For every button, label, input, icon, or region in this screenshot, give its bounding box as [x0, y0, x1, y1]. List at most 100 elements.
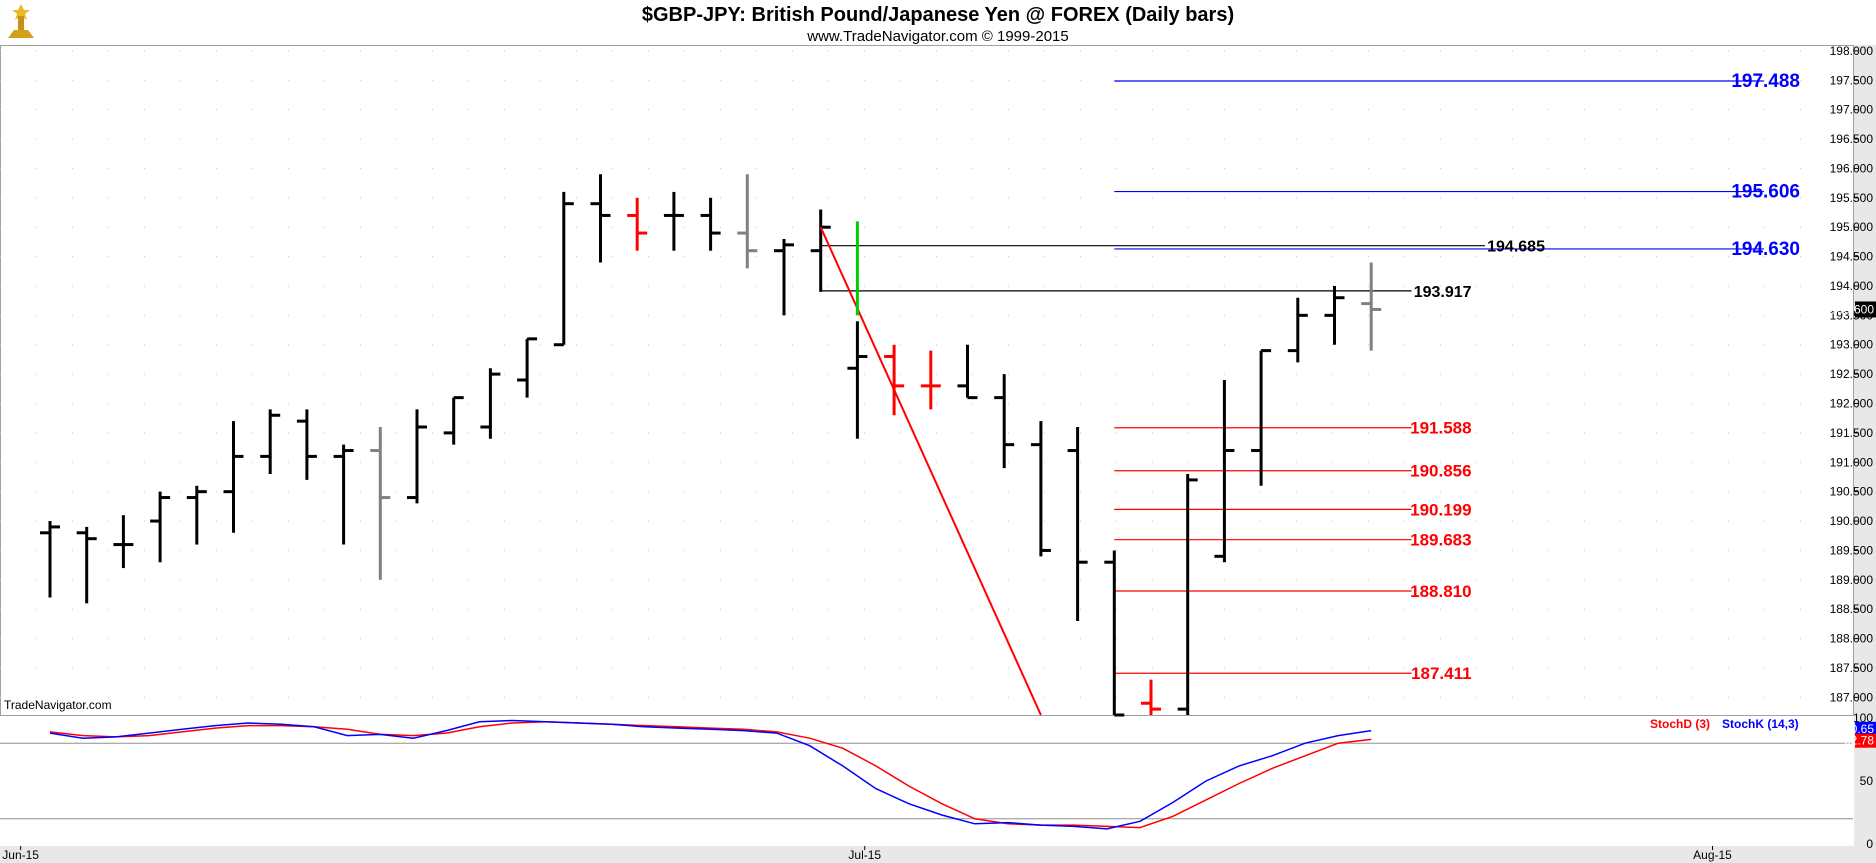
- y-tick-label: 187.500: [1830, 661, 1874, 675]
- y-tick-label: 194.500: [1830, 250, 1874, 264]
- ohlc-bar: [1067, 427, 1088, 621]
- ohlc-bar: [1214, 380, 1235, 563]
- last-price-label: 193.600: [1831, 302, 1875, 316]
- ohlc-bar: [186, 485, 207, 545]
- ohlc-bar: [1287, 297, 1308, 363]
- ohlc-bar: [737, 174, 758, 269]
- ohlc-bar: [1361, 262, 1382, 351]
- y-tick-label: 187.000: [1830, 690, 1874, 704]
- stoch-y-label: 100: [1853, 711, 1873, 725]
- ohlc-bar: [296, 409, 317, 480]
- stoch-y-label: 50: [1860, 774, 1874, 788]
- x-tick-label: Jun-15: [2, 848, 39, 862]
- ohlc-bar: [957, 344, 978, 400]
- stoch-k-value-box: [1855, 721, 1876, 736]
- ohlc-bar: [700, 197, 721, 251]
- ohlc-bar: [40, 521, 60, 598]
- ohlc-bar: [223, 421, 244, 533]
- ohlc-bar: [1251, 349, 1272, 486]
- y-tick-label: 195.500: [1830, 191, 1874, 205]
- ohlc-bar: [76, 526, 97, 604]
- y-tick-label: 190.500: [1830, 485, 1874, 499]
- y-tick-label: 197.500: [1830, 73, 1874, 87]
- ohlc-bar: [810, 209, 831, 292]
- level-label: 195.606: [1731, 182, 1800, 203]
- stoch-d-value: 82.78: [1844, 734, 1874, 748]
- price-bars: [40, 174, 1382, 717]
- ohlc-bar: [627, 197, 648, 251]
- price-axis-background: [1854, 45, 1876, 846]
- level-label: 189.683: [1410, 531, 1471, 550]
- y-tick-label: 190.000: [1830, 514, 1874, 528]
- level-label: 190.856: [1410, 462, 1471, 481]
- ohlc-bar: [150, 491, 171, 563]
- y-tick-label: 194.000: [1830, 279, 1874, 293]
- x-tick-label: Jul-15: [848, 848, 881, 862]
- trendline: [819, 226, 1042, 716]
- ohlc-bar: [1324, 285, 1345, 345]
- ohlc-bar: [333, 444, 354, 545]
- y-tick-label: 195.000: [1830, 220, 1874, 234]
- ohlc-bar: [407, 409, 427, 504]
- ohlc-bar: [517, 337, 538, 398]
- level-label: 197.488: [1731, 71, 1800, 92]
- ohlc-bar: [774, 238, 794, 316]
- ohlc-bar: [1030, 421, 1051, 557]
- ohlc-bar: [994, 374, 1015, 469]
- y-tick-label: 189.500: [1830, 543, 1874, 557]
- stoch-d-legend: StochD (3): [1650, 717, 1710, 731]
- ohlc-bar: [1177, 474, 1198, 715]
- ohlc-bar: [884, 344, 905, 416]
- y-tick-label: 196.500: [1830, 132, 1874, 146]
- y-tick-label: 191.500: [1830, 426, 1874, 440]
- level-label: 194.685: [1487, 239, 1545, 256]
- y-tick-label: 189.000: [1830, 573, 1874, 587]
- y-tick-label: 192.000: [1830, 397, 1874, 411]
- level-label: 187.411: [1411, 664, 1472, 683]
- ohlc-bar: [370, 427, 391, 580]
- y-tick-label: 198.000: [1830, 44, 1874, 58]
- stoch-y-label: 0: [1866, 837, 1873, 851]
- stoch-k-line: [49, 719, 1372, 830]
- price-gridlines: [0, 50, 1853, 698]
- watermark-label: TradeNavigator.com: [4, 698, 112, 712]
- level-label: 188.810: [1410, 582, 1471, 601]
- ohlc-bar: [260, 409, 281, 475]
- chart-title: $GBP-JPY: British Pound/Japanese Yen @ F…: [642, 4, 1234, 26]
- ohlc-bar: [113, 515, 134, 569]
- y-tick-label: 188.500: [1830, 602, 1874, 616]
- ohlc-bar: [663, 191, 684, 251]
- price-levels: 197.488 195.606 194.630 194.685 193.917 191.5…: [820, 71, 1800, 683]
- ohlc-bar: [480, 368, 501, 439]
- level-label: 194.630: [1731, 239, 1800, 260]
- ohlc-bar: [590, 174, 611, 263]
- y-tick-label: 193.000: [1830, 338, 1874, 352]
- ohlc-bar: [1141, 679, 1161, 715]
- date-axis: Jun-15 Jul-15 Aug-15: [2, 846, 1732, 862]
- stoch-d-value-box: [1855, 733, 1876, 748]
- ohlc-bar: [553, 191, 574, 347]
- stoch-k-legend: StochK (14,3): [1722, 717, 1799, 731]
- price-axis: 187.000 187.500 188.000 188.500 189.000 189.5…: [1830, 44, 1876, 704]
- y-tick-label: 192.500: [1830, 367, 1874, 381]
- ohlc-bar: [1104, 550, 1125, 717]
- stoch-k-value: 90.65: [1844, 722, 1874, 736]
- y-tick-label: 191.000: [1830, 455, 1874, 469]
- chart-frame: [0, 45, 1854, 716]
- date-axis-background: [0, 846, 1876, 863]
- level-label: 193.917: [1414, 284, 1472, 301]
- stoch-d-line: [49, 721, 1372, 829]
- chart-overlays: [819, 221, 1042, 716]
- x-tick-label: Aug-15: [1693, 848, 1732, 862]
- ohlc-bar: [847, 321, 868, 439]
- y-tick-label: 196.000: [1830, 161, 1874, 175]
- y-tick-label: 197.000: [1830, 103, 1874, 117]
- level-label: 190.199: [1410, 500, 1471, 519]
- ohlc-bar: [920, 350, 941, 410]
- level-label: 191.588: [1410, 419, 1471, 438]
- y-tick-label: 188.000: [1830, 632, 1874, 646]
- last-price-box: [1855, 301, 1876, 318]
- logo-icon: [8, 4, 34, 38]
